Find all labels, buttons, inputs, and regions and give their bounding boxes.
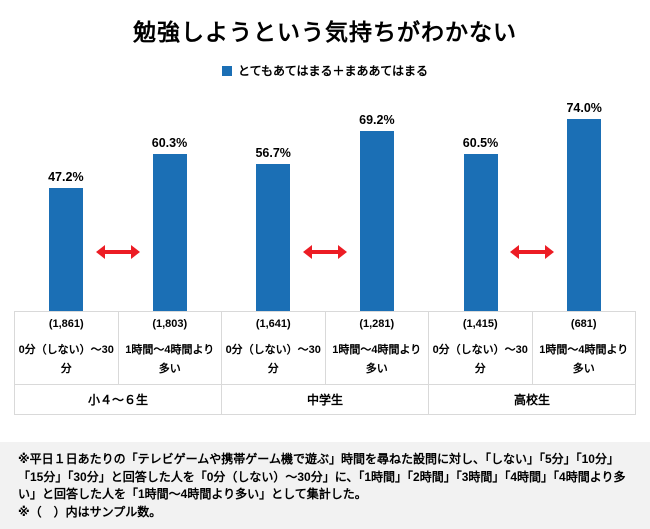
bar-column: 60.3% bbox=[118, 79, 222, 311]
arrow-right-head-icon bbox=[545, 245, 555, 259]
group-label: 中学生 bbox=[222, 385, 429, 415]
category-label: 0分（しない）～30分 bbox=[225, 344, 321, 375]
legend-label: とてもあてはまる＋まああてはまる bbox=[237, 64, 429, 78]
legend-swatch-icon bbox=[221, 65, 232, 76]
category-label: 1時間～4時間より多い bbox=[539, 344, 629, 375]
category-axis-table: (1,861) 0分（しない）～30分 (1,803) 1時間～4時間より多い … bbox=[14, 311, 636, 416]
legend: とてもあてはまる＋まああてはまる bbox=[0, 62, 650, 79]
arrow-shaft bbox=[104, 250, 131, 254]
double-arrow-icon bbox=[95, 245, 140, 259]
bar bbox=[359, 131, 394, 311]
bar-value-label: 60.3% bbox=[151, 136, 188, 151]
footnote-line: ※平日１日あたりの「テレビゲームや携帯ゲーム機で遊ぶ」時間を尋ねた設問に対し、「… bbox=[18, 452, 626, 502]
sample-size: (1,641) bbox=[255, 318, 291, 330]
group-label: 小４～６生 bbox=[15, 385, 222, 415]
footnote: ※平日１日あたりの「テレビゲームや携帯ゲーム機で遊ぶ」時間を尋ねた設問に対し、「… bbox=[0, 442, 650, 529]
bar-value-label: 47.2% bbox=[48, 170, 84, 185]
sample-size: (681) bbox=[570, 318, 597, 330]
category-label: 1時間～4時間より多い bbox=[125, 344, 215, 375]
category-cell: (1,281) 1時間～4時間より多い bbox=[326, 312, 429, 385]
category-label: 1時間～4時間より多い bbox=[332, 344, 422, 375]
bar-column: 69.2% bbox=[325, 79, 429, 311]
group-row: 小４～６生 中学生 高校生 bbox=[15, 384, 635, 415]
sample-size: (1,861) bbox=[48, 318, 84, 330]
bar bbox=[463, 153, 498, 311]
bar-value-label: 60.5% bbox=[462, 135, 499, 150]
footnote-line: ※（ ）内はサンプル数。 bbox=[18, 504, 162, 519]
category-cell: (681) 1時間～4時間より多い bbox=[533, 312, 636, 384]
category-cell: (1,415) 0分（しない）～30分 bbox=[429, 312, 533, 385]
category-cell: (1,803) 1時間～4時間より多い bbox=[119, 312, 222, 385]
arrow-left-head-icon bbox=[510, 245, 520, 259]
bar-value-label: 74.0% bbox=[566, 100, 602, 115]
bar bbox=[48, 188, 83, 311]
bar bbox=[152, 154, 187, 311]
arrow-right-head-icon bbox=[130, 245, 140, 259]
bar bbox=[567, 118, 602, 311]
category-cell: (1,641) 0分（しない）～30分 bbox=[222, 312, 326, 385]
chart-title: 勉強しようという気持ちがわかない bbox=[133, 19, 517, 45]
plot-area: 47.2% 60.3% 56.7% 69.2% 60.5% 74.0% bbox=[14, 79, 636, 311]
arrow-shaft bbox=[312, 250, 338, 254]
arrow-left-head-icon bbox=[303, 245, 312, 259]
double-arrow-icon bbox=[303, 245, 347, 259]
bar-value-label: 56.7% bbox=[255, 145, 291, 160]
bar-column: 74.0% bbox=[532, 79, 636, 311]
double-arrow-icon bbox=[510, 245, 555, 259]
sample-size: (1,415) bbox=[462, 318, 498, 330]
bar-column: 47.2% bbox=[14, 79, 118, 311]
category-label: 0分（しない）～30分 bbox=[432, 344, 528, 375]
bar-value-label: 69.2% bbox=[359, 113, 395, 128]
arrow-shaft bbox=[519, 250, 546, 254]
arrow-left-head-icon bbox=[95, 245, 105, 259]
sample-size: (1,281) bbox=[359, 318, 395, 330]
bar-column: 60.5% bbox=[429, 79, 533, 311]
group-label: 高校生 bbox=[513, 393, 550, 408]
bar bbox=[256, 163, 291, 311]
category-row: (1,861) 0分（しない）～30分 (1,803) 1時間～4時間より多い … bbox=[15, 312, 636, 385]
category-label: 0分（しない）～30分 bbox=[18, 344, 114, 375]
bar-column: 56.7% bbox=[221, 79, 325, 311]
arrow-right-head-icon bbox=[338, 245, 347, 259]
category-cell: (1,861) 0分（しない）～30分 bbox=[15, 312, 119, 385]
sample-size: (1,803) bbox=[152, 318, 188, 330]
